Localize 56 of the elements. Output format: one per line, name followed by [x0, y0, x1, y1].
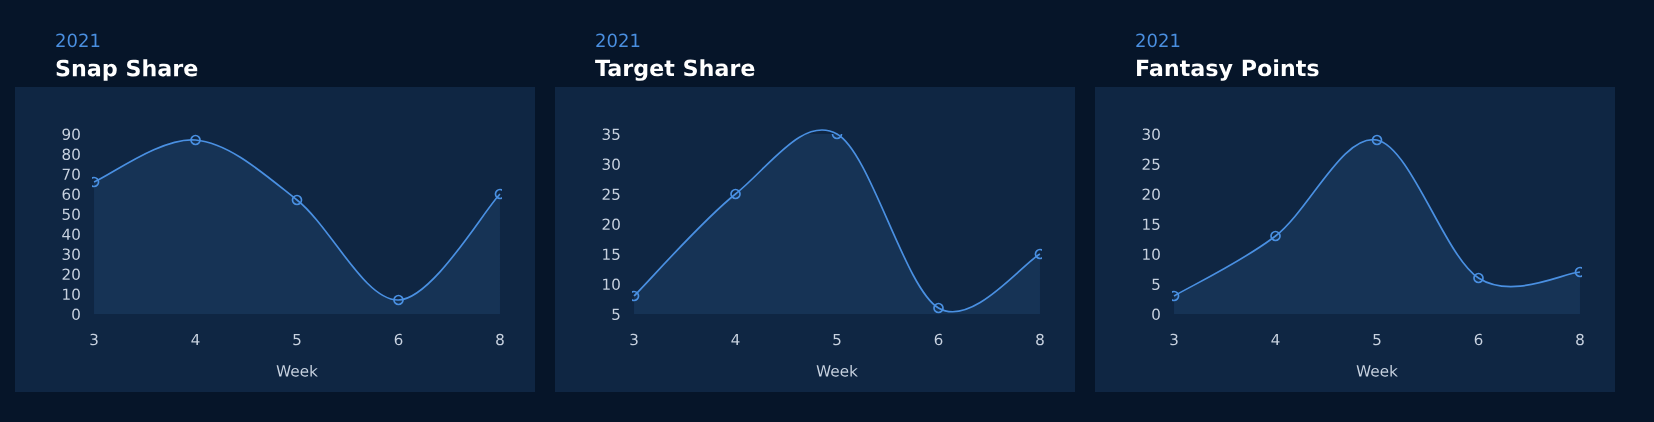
y-tick-label: 10 [1143, 248, 1160, 261]
point [730, 188, 741, 200]
point [1371, 134, 1383, 146]
x-tick-label: 8 [1036, 333, 1044, 346]
x-tick-label: 8 [1576, 333, 1584, 346]
y-tick-label: 10 [603, 278, 620, 291]
point [393, 294, 404, 306]
x-axis-title: Week [1356, 364, 1398, 377]
y-tick-label: 90 [62, 128, 80, 141]
point [190, 134, 201, 146]
y-tick-label: 30 [602, 158, 620, 171]
y-tick-label: 0 [1152, 308, 1160, 321]
x-tick-label: 3 [630, 333, 638, 346]
y-tick-label: 40 [62, 228, 80, 241]
y-tick-label: 25 [1142, 158, 1160, 171]
x-axis-title: Week [276, 364, 318, 377]
x-tick-label: 3 [1170, 333, 1178, 346]
x-tick-label: 4 [1271, 333, 1280, 346]
x-tick-label: 6 [934, 333, 943, 346]
y-tick-label: 5 [1152, 278, 1160, 291]
x-axis-title: Week [816, 364, 858, 377]
y-tick-label: 50 [62, 208, 80, 221]
y-tick-label: 20 [602, 218, 620, 231]
point [1270, 230, 1281, 242]
x-tick-label: 8 [496, 333, 504, 346]
y-tick-label: 80 [62, 148, 80, 161]
y-tick-label: 25 [602, 188, 620, 201]
y-tick-label: 10 [63, 288, 80, 301]
point [933, 302, 944, 314]
y-tick-label: 60 [62, 188, 80, 201]
x-tick-label: 5 [293, 333, 301, 346]
y-tick-label: 30 [62, 248, 80, 261]
y-tick-label: 35 [602, 128, 620, 141]
y-tick-label: 15 [603, 248, 620, 261]
x-tick-label: 4 [191, 333, 200, 346]
point [291, 194, 303, 206]
chart-subtitle: 2021 [56, 33, 100, 48]
x-tick-label: 3 [90, 333, 98, 346]
x-tick-label: 6 [394, 333, 403, 346]
chart-title: Target Share [595, 59, 755, 81]
y-tick-label: 20 [62, 268, 80, 281]
y-tick-label: 70 [62, 168, 80, 181]
y-tick-label: 0 [72, 308, 80, 321]
y-tick-label: 30 [1142, 128, 1160, 141]
chart-title: Fantasy Points [1137, 59, 1319, 81]
chart-subtitle: 2021 [596, 33, 640, 48]
x-tick-label: 5 [1373, 333, 1381, 346]
y-tick-label: 15 [1143, 218, 1160, 231]
y-tick-label: 5 [612, 308, 620, 321]
x-tick-label: 6 [1474, 333, 1483, 346]
x-tick-label: 4 [731, 333, 740, 346]
chart-subtitle: 2021 [1136, 33, 1180, 48]
chart-title: Snap Share [56, 59, 198, 81]
y-tick-label: 20 [1142, 188, 1160, 201]
x-tick-label: 5 [833, 333, 841, 346]
point [1473, 272, 1484, 284]
